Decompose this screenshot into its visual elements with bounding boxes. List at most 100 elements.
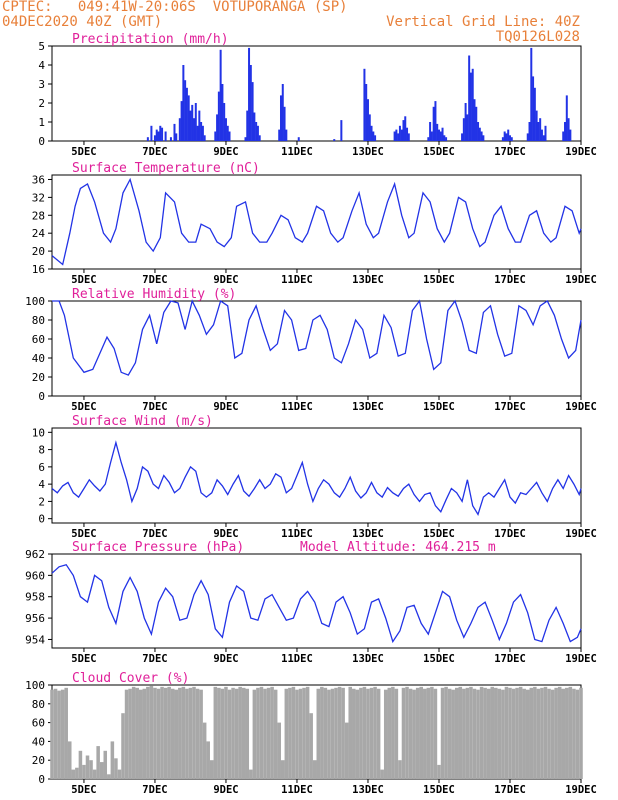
y-tick-label: 40: [32, 735, 45, 748]
precip-bar: [285, 129, 288, 141]
precip-bar: [432, 106, 435, 141]
cloud-bar: [426, 687, 431, 779]
cloud-bar: [486, 688, 491, 779]
cloud-bar: [149, 685, 154, 779]
cloud-bar: [67, 741, 72, 779]
cloud-bar: [575, 689, 580, 779]
x-tick-label: 9DEC: [213, 274, 238, 286]
precip-bar: [427, 137, 430, 141]
cloud-bar: [249, 769, 253, 779]
precip-bar: [249, 65, 252, 141]
run-datetime: 04DEC2020 40Z (GMT): [2, 14, 163, 30]
cloud-bar: [572, 688, 576, 779]
x-tick-label: 17DEC: [494, 274, 526, 286]
cloud-bar: [430, 686, 434, 779]
precip-bar: [443, 135, 446, 141]
cloud-bar: [305, 686, 310, 779]
y-tick-label: 10: [32, 426, 45, 439]
x-tick-label: 19DEC: [565, 528, 597, 540]
x-tick-label: 17DEC: [494, 528, 526, 540]
precip-bar: [203, 135, 206, 141]
cloud-bar: [554, 687, 558, 779]
vertical-grid-line-label: Vertical Grid Line: 40Z: [386, 14, 580, 30]
x-tick-label: 17DEC: [494, 653, 526, 665]
y-tick-label: 28: [32, 209, 45, 222]
x-tick-label: 13DEC: [352, 401, 384, 413]
precip-bar: [505, 133, 508, 141]
y-tick-label: 60: [32, 717, 45, 730]
precip-bar: [169, 137, 172, 141]
cloud-bar: [210, 760, 214, 779]
precip-bar: [430, 131, 433, 141]
cloud-bar: [525, 689, 530, 779]
cloud-bar: [146, 686, 150, 779]
cloud-bar: [522, 688, 526, 779]
precip-bar: [510, 137, 513, 141]
y-tick-label: 32: [32, 191, 45, 204]
precip-bar: [164, 131, 167, 141]
cloud-bar: [185, 688, 189, 779]
cloud-bar: [355, 689, 360, 779]
panel-title: Precipitation (mm/h): [72, 32, 229, 47]
precip-bar: [150, 125, 153, 141]
y-tick-label: 24: [32, 227, 46, 240]
precip-bar: [445, 137, 448, 141]
precip-bar: [368, 114, 371, 141]
precip-bar: [283, 106, 286, 141]
cloud-bar: [295, 689, 299, 779]
precip-bar: [256, 125, 259, 141]
cloud-bar: [543, 686, 548, 779]
cloud-bar: [320, 686, 324, 779]
precip-bar: [161, 127, 164, 141]
y-tick-label: 6: [38, 461, 45, 474]
precip-bar: [526, 133, 529, 141]
cloud-bar: [579, 687, 583, 779]
cloud-bar: [174, 689, 179, 779]
cloud-bar: [302, 687, 306, 779]
cloud-bar: [245, 688, 250, 779]
cloud-bar: [167, 686, 171, 779]
cloud-bar: [92, 769, 97, 779]
x-tick-label: 11DEC: [281, 274, 313, 286]
precip-bar: [340, 120, 343, 141]
cloud-bar: [504, 686, 509, 779]
precip-bar: [201, 125, 204, 141]
cloud-bar: [135, 687, 139, 779]
x-tick-label: 15DEC: [423, 274, 455, 286]
cloud-bar: [415, 687, 420, 779]
cloud-bar: [451, 689, 455, 779]
precip-bar: [198, 110, 201, 141]
cloud-bar: [337, 686, 342, 779]
precip-bar: [374, 135, 377, 141]
cloud-bar: [256, 687, 260, 779]
precip-bar: [508, 135, 511, 141]
x-tick-label: 13DEC: [352, 653, 384, 665]
y-tick-label: 16: [32, 263, 45, 276]
x-tick-label: 7DEC: [142, 784, 167, 796]
x-tick-label: 17DEC: [494, 401, 526, 413]
precip-bar: [437, 129, 440, 141]
cloud-bar: [536, 688, 541, 779]
cloud-bar: [341, 687, 345, 779]
precip-bar: [507, 129, 510, 141]
cloud-bar: [476, 689, 480, 779]
x-tick-label: 9DEC: [213, 784, 238, 796]
y-tick-label: 4: [38, 59, 45, 72]
cloud-bar: [206, 741, 210, 779]
x-tick-label: 7DEC: [142, 528, 167, 540]
cloud-bar: [281, 760, 285, 779]
cloud-bar: [533, 686, 537, 779]
cloud-bar: [387, 687, 392, 779]
cloud-bar: [376, 688, 381, 779]
cloud-bar: [188, 687, 193, 779]
precip-bar: [542, 135, 545, 141]
precip-bar: [477, 122, 480, 141]
precip-bar: [185, 87, 188, 141]
x-tick-label: 5DEC: [71, 528, 96, 540]
cloud-bar: [160, 686, 164, 779]
cloud-bar: [373, 686, 377, 779]
cloud-bar: [366, 688, 370, 779]
y-tick-label: 20: [32, 754, 45, 767]
precip-bar: [532, 76, 535, 141]
y-tick-label: 4: [38, 478, 45, 491]
